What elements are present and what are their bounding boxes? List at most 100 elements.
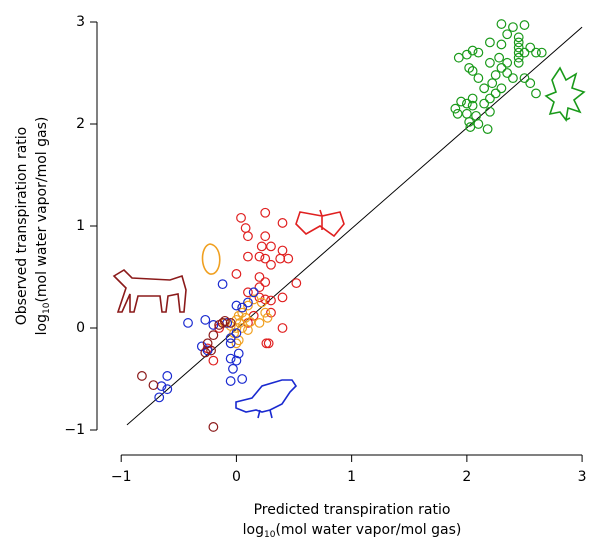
butterfly-icon <box>295 209 345 238</box>
point <box>214 323 225 333</box>
point <box>508 22 518 33</box>
point <box>248 287 259 298</box>
leaf-icon <box>544 66 586 122</box>
point <box>482 124 493 135</box>
point <box>487 78 498 89</box>
point <box>237 307 248 318</box>
point <box>240 223 251 233</box>
y-tick-label: 2 <box>76 116 85 132</box>
point <box>237 374 248 384</box>
point <box>260 253 271 264</box>
point <box>254 272 265 282</box>
point <box>243 287 253 298</box>
point <box>262 312 273 323</box>
point <box>237 323 248 333</box>
point <box>464 63 475 73</box>
point <box>467 45 478 56</box>
point <box>263 338 274 349</box>
point <box>225 338 236 349</box>
point <box>217 279 228 290</box>
point <box>219 315 230 326</box>
icons <box>112 66 586 419</box>
point <box>502 57 513 68</box>
point <box>254 318 265 328</box>
point <box>208 355 219 366</box>
point <box>231 269 242 279</box>
point <box>496 19 507 29</box>
point <box>231 355 242 366</box>
point <box>214 320 225 330</box>
point <box>200 347 211 358</box>
unit-post: (mol water vapor/mol gas) <box>275 522 461 538</box>
point <box>496 63 507 73</box>
point <box>254 251 265 262</box>
point <box>233 348 244 359</box>
point <box>485 93 495 104</box>
x-tick-label: 1 <box>347 469 356 485</box>
point <box>525 42 536 53</box>
point <box>513 32 524 43</box>
point <box>277 245 288 256</box>
point <box>162 371 173 381</box>
point <box>471 110 481 121</box>
point <box>260 294 271 305</box>
point <box>260 307 271 318</box>
point <box>519 47 530 58</box>
point <box>283 253 294 264</box>
x-tick-label: 3 <box>578 469 587 485</box>
y-tick-label: 3 <box>76 14 85 30</box>
egg-icon <box>201 243 221 275</box>
point <box>243 231 253 242</box>
point <box>485 37 495 48</box>
point <box>260 231 271 242</box>
x-tick-label: −1 <box>111 469 132 485</box>
unit-pre: log <box>243 522 264 538</box>
bird-icon <box>235 379 298 419</box>
point <box>231 323 242 333</box>
point <box>473 119 484 129</box>
x-tick-label: 2 <box>462 469 471 485</box>
point <box>525 78 536 89</box>
point <box>531 47 541 58</box>
point <box>254 282 265 293</box>
x-axis-label: Predicted transpiration ratio <box>254 502 451 518</box>
point <box>490 70 501 80</box>
point <box>202 345 213 356</box>
point <box>266 295 276 306</box>
point <box>233 310 244 321</box>
point <box>485 106 495 117</box>
y-tick-label: 1 <box>76 218 85 234</box>
point <box>513 57 524 68</box>
point <box>291 278 302 289</box>
point <box>513 52 524 63</box>
point <box>513 37 524 48</box>
point <box>496 83 507 94</box>
point <box>461 108 472 119</box>
point <box>485 57 495 68</box>
point <box>519 73 530 84</box>
point <box>208 330 219 341</box>
point <box>467 66 478 76</box>
y-tick-label: 0 <box>76 320 85 336</box>
point <box>513 47 524 58</box>
point <box>256 297 267 308</box>
point <box>513 42 524 53</box>
point <box>519 20 530 30</box>
point <box>496 39 507 50</box>
point <box>479 98 490 109</box>
point <box>231 328 242 339</box>
point <box>494 52 505 63</box>
point <box>202 338 213 349</box>
y-axis-unit: log10(mol water vapor/mol gas) <box>34 117 52 336</box>
point <box>467 100 478 111</box>
point <box>461 98 472 109</box>
point <box>162 384 173 395</box>
point <box>266 307 276 318</box>
point <box>502 68 513 78</box>
point <box>453 52 464 63</box>
point <box>243 297 253 308</box>
point <box>256 241 267 252</box>
point <box>473 73 484 84</box>
point <box>208 422 219 432</box>
